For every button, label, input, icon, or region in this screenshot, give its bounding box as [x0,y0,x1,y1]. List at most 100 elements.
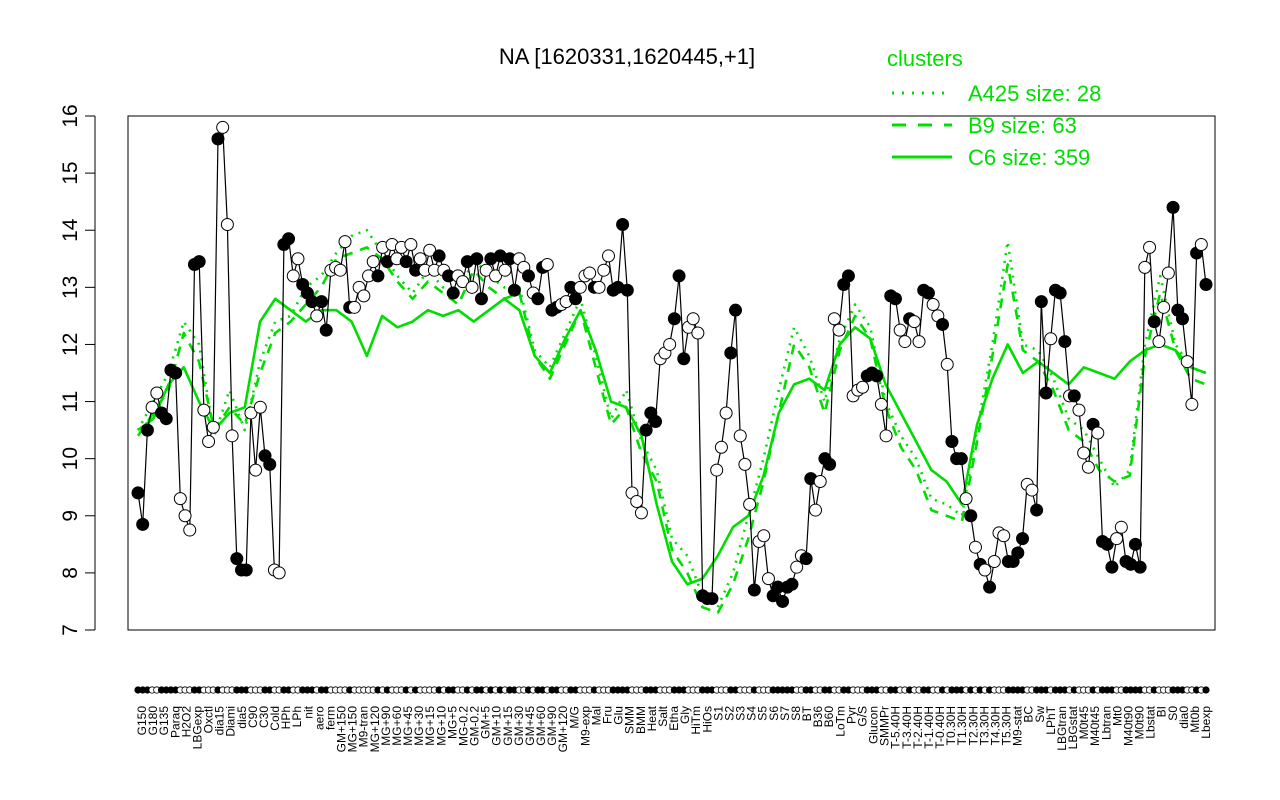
data-point [983,580,997,594]
data-point [1044,332,1058,346]
x-tick-label: Glucon [867,706,881,744]
data-point [1081,460,1095,474]
data-point [169,366,183,380]
plot-frame [127,115,1216,631]
data-point [192,255,206,269]
x-tick-label: Lbexp [1199,706,1213,739]
data-point [1100,537,1114,551]
data-point [959,492,973,506]
x-tick-label: M0t45 [1077,706,1091,740]
data-point [446,286,460,300]
data-point [366,255,380,269]
data-point [823,457,837,471]
data-point [1114,520,1128,534]
data-point [136,517,150,531]
x-tick-label: M9-exp [578,706,592,746]
data-point [432,249,446,263]
x-tick-label: Lbtran [1099,706,1113,740]
data-point [507,283,521,297]
data-point [333,263,347,277]
points-layer [131,120,1213,608]
x-tick-label: G180 [146,706,160,736]
data-point [263,457,277,471]
data-point [856,380,870,394]
data-point [1034,295,1048,309]
data-point [145,400,159,414]
data-point [1110,532,1124,546]
x-tick-label: B36 [811,706,825,728]
x-tick-label: dia5 [235,706,249,729]
x-tick-label: HiOs [700,706,714,733]
y-axis: 7 8 9 10 11 12 13 14 15 16 [59,104,96,636]
data-point [1058,335,1072,349]
x-axis: G150G180G135ParaqH2O2LBGexpOxctldia15Dia… [134,686,1213,753]
x-tick-label: nit [301,705,315,718]
x-tick-label: S3 [734,706,748,721]
data-point [1091,426,1105,440]
data-point [474,292,488,306]
data-point [465,280,479,294]
data-point [286,269,300,283]
data-point [282,232,296,246]
data-point [639,423,653,437]
data-point [1166,200,1180,214]
data-point [954,452,968,466]
data-point [456,275,470,289]
data-point [813,475,827,489]
data-point [898,335,912,349]
data-point [997,529,1011,543]
data-point [244,406,258,420]
data-point [785,577,799,591]
data-point [1039,386,1053,400]
data-point [291,252,305,266]
x-tick-label: SMMPr [878,706,892,746]
data-point [159,412,173,426]
data-point [347,300,361,314]
x-tick-label: GM+15 [501,706,515,746]
x-tick-label: T-2.40H [911,706,925,749]
x-tick-label: G150 [135,706,149,736]
legend-title: clusters [887,46,963,71]
data-point [1077,446,1091,460]
data-point [987,554,1001,568]
data-point [888,292,902,306]
data-point [945,435,959,449]
data-point [940,357,954,371]
x-tick-label: MG+5 [445,706,459,739]
x-tick-label: S6 [767,706,781,721]
data-point [663,337,677,351]
data-point [522,269,536,283]
x-tick-label: GM+30 [512,706,526,746]
x-tick-label: Diami [224,706,238,737]
data-point [357,289,371,303]
data-point [691,326,705,340]
data-point [729,303,743,317]
data-point [314,295,328,309]
x-tick-label: MG+150 [346,706,360,753]
x-tick-label: T2.30H [966,706,980,745]
y-tick-label: 9 [59,510,82,522]
data-point [790,560,804,574]
data-point [893,323,907,337]
x-tick-label: T5.30H [1000,706,1014,745]
data-point [879,429,893,443]
x-tick-label: aero [312,706,326,730]
x-tick-label: Lbstat [1144,705,1158,738]
y-tick-label: 10 [59,447,82,470]
data-point [399,255,413,269]
data-point [1067,389,1081,403]
data-point [1138,260,1152,274]
x-tick-label: HiTm [689,706,703,735]
data-point [1053,286,1067,300]
data-point [710,463,724,477]
data-point [799,552,813,566]
x-tick-label: T-1.40H [922,706,936,749]
x-tick-label: GM+60 [534,706,548,746]
data-point [249,463,263,477]
data-point [1143,240,1157,254]
data-point [211,132,225,146]
data-point [761,572,775,586]
data-point [1161,266,1175,280]
x-tick-label: Salt [656,705,670,726]
